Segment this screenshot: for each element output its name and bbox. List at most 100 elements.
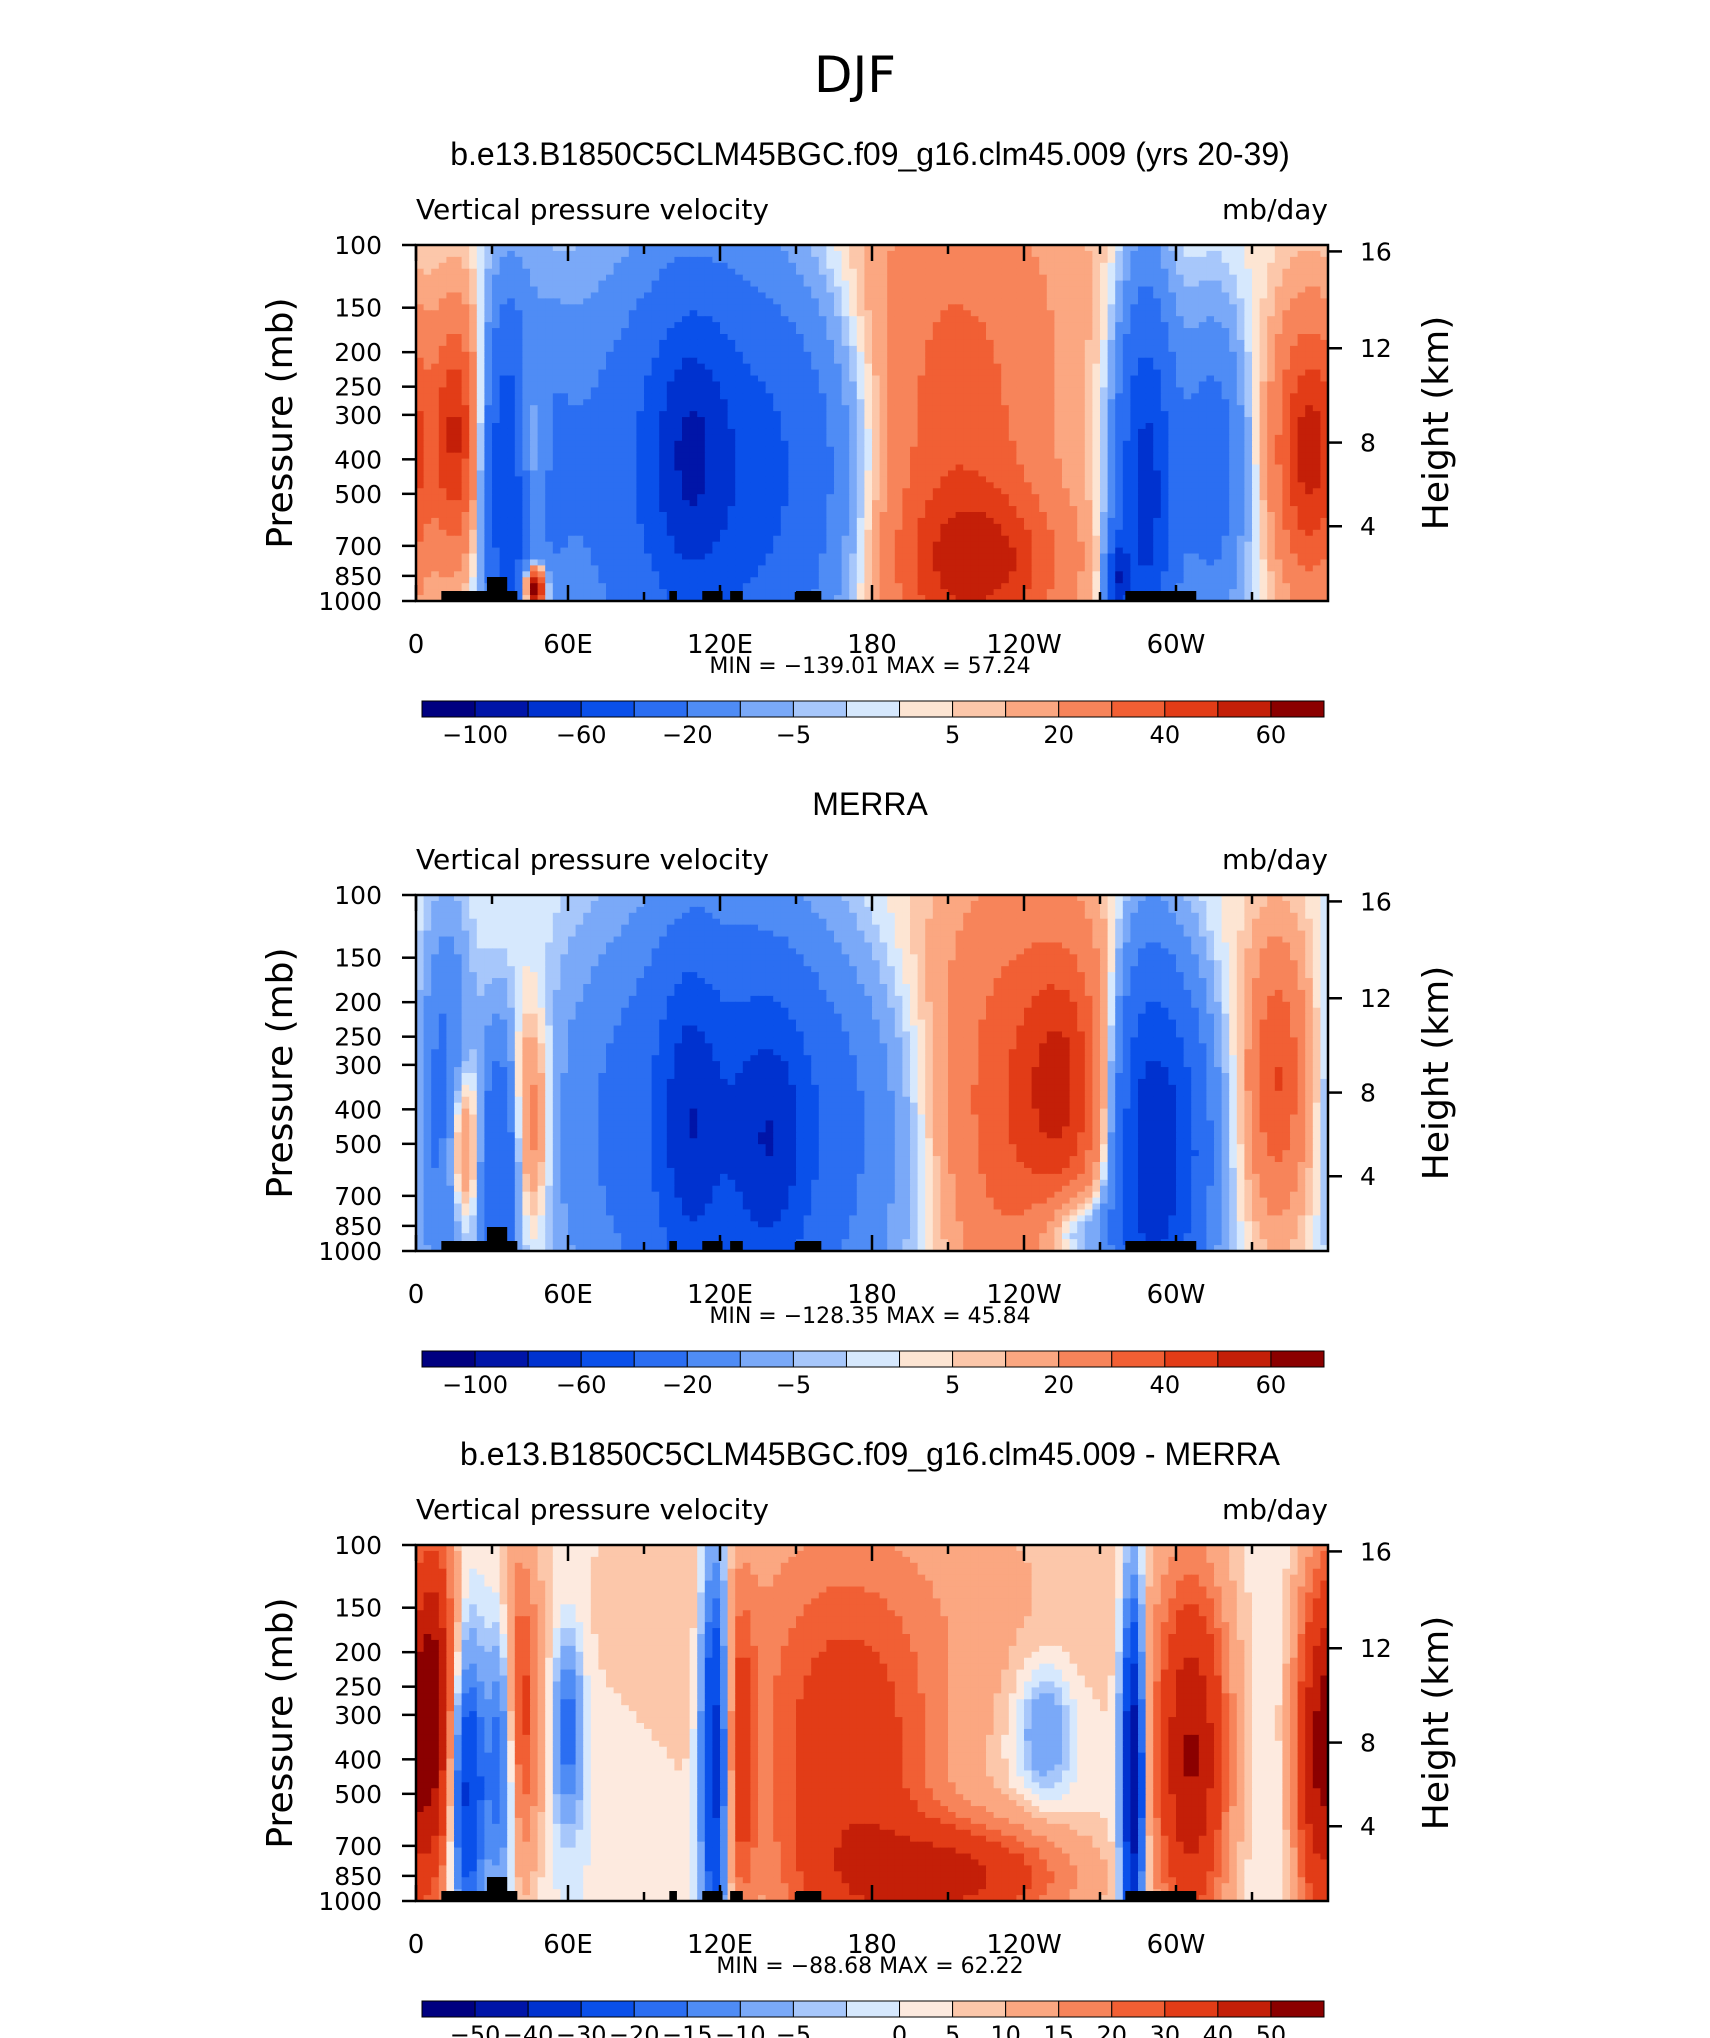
heatmap-cell (887, 358, 895, 365)
heatmap-cell (1123, 281, 1131, 288)
heatmap-cell (576, 411, 584, 418)
heatmap-cell (910, 346, 918, 353)
heatmap-cell (484, 387, 492, 394)
heatmap-cell (439, 476, 447, 483)
heatmap-cell (538, 370, 546, 377)
heatmap-cell (819, 459, 827, 466)
heatmap-cell (895, 387, 903, 394)
heatmap-cell (659, 459, 667, 466)
heatmap-cell (1260, 376, 1268, 383)
heatmap-cell (849, 411, 857, 418)
heatmap-cell (1229, 429, 1237, 436)
heatmap-cell (538, 488, 546, 495)
heatmap-cell (925, 470, 933, 477)
heatmap-cell (705, 417, 713, 424)
heatmap-cell (849, 482, 857, 489)
heatmap-cell (614, 411, 622, 418)
heatmap-cell (1070, 435, 1078, 442)
heatmap-cell (576, 251, 584, 258)
heatmap-cell (872, 465, 880, 472)
heatmap-cell (1138, 470, 1146, 477)
heatmap-cell (484, 476, 492, 483)
heatmap-cell (1024, 287, 1032, 294)
heatmap-cell (462, 334, 470, 341)
heatmap-cell (750, 476, 758, 483)
heatmap-cell (857, 275, 865, 282)
heatmap-cell (621, 488, 629, 495)
heatmap-cell (910, 281, 918, 288)
heatmap-cell (804, 346, 812, 353)
heatmap-cell (1206, 423, 1214, 430)
heatmap-cell (781, 310, 789, 317)
heatmap-cell (431, 441, 439, 448)
heatmap-cell (1161, 476, 1169, 483)
heatmap-cell (773, 310, 781, 317)
heatmap-cell (857, 281, 865, 288)
heatmap-cell (682, 275, 690, 282)
heatmap-cell (576, 405, 584, 412)
heatmap-cell (598, 393, 606, 400)
heatmap-cell (1123, 316, 1131, 323)
heatmap-cell (538, 269, 546, 276)
heatmap-cell (1244, 304, 1252, 311)
heatmap-cell (1267, 447, 1275, 454)
heatmap-cell (766, 328, 774, 335)
heatmap-cell (796, 287, 804, 294)
heatmap-cell (530, 334, 538, 341)
heatmap-cell (454, 346, 462, 353)
heatmap-cell (971, 387, 979, 394)
heatmap-cell (659, 376, 667, 383)
heatmap-cell (477, 441, 485, 448)
heatmap-cell (1313, 358, 1321, 365)
heatmap-cell (507, 352, 515, 359)
heatmap-cell (1305, 429, 1313, 436)
heatmap-cell (621, 465, 629, 472)
heatmap-cell (735, 435, 743, 442)
heatmap-cell (1237, 310, 1245, 317)
heatmap-cell (1229, 381, 1237, 388)
heatmap-cell (1100, 275, 1108, 282)
heatmap-cell (910, 482, 918, 489)
heatmap-cell (667, 251, 675, 258)
heatmap-cell (530, 376, 538, 383)
heatmap-cell (1305, 441, 1313, 448)
heatmap-cell (743, 393, 751, 400)
heatmap-cell (439, 281, 447, 288)
heatmap-cell (804, 310, 812, 317)
heatmap-cell (1115, 275, 1123, 282)
heatmap-cell (1047, 459, 1055, 466)
heatmap-cell (788, 399, 796, 406)
heatmap-cell (1252, 334, 1260, 341)
heatmap-cell (507, 251, 515, 258)
heatmap-cell (994, 340, 1002, 347)
heatmap-cell (712, 364, 720, 371)
heatmap-cell (1092, 364, 1100, 371)
heatmap-cell (887, 257, 895, 264)
heatmap-cell (735, 423, 743, 430)
heatmap-cell (500, 447, 508, 454)
heatmap-cell (431, 370, 439, 377)
heatmap-cell (1054, 376, 1062, 383)
heatmap-cell (1176, 370, 1184, 377)
heatmap-cell (538, 393, 546, 400)
heatmap-cell (750, 358, 758, 365)
heatmap-cell (705, 399, 713, 406)
heatmap-cell (576, 387, 584, 394)
heatmap-cell (576, 488, 584, 495)
heatmap-cell (652, 263, 660, 270)
heatmap-cell (750, 251, 758, 258)
heatmap-cell (690, 405, 698, 412)
heatmap-cell (545, 482, 553, 489)
heatmap-cell (1267, 275, 1275, 282)
heatmap-cell (492, 346, 500, 353)
heatmap-cell (652, 470, 660, 477)
heatmap-cells (416, 245, 1329, 602)
heatmap-cell (667, 322, 675, 329)
heatmap-cell (545, 310, 553, 317)
heatmap-cell (1176, 453, 1184, 460)
heatmap-cell (978, 476, 986, 483)
heatmap-cell (910, 423, 918, 430)
heatmap-cell (758, 275, 766, 282)
heatmap-cell (1130, 476, 1138, 483)
heatmap-cell (895, 287, 903, 294)
